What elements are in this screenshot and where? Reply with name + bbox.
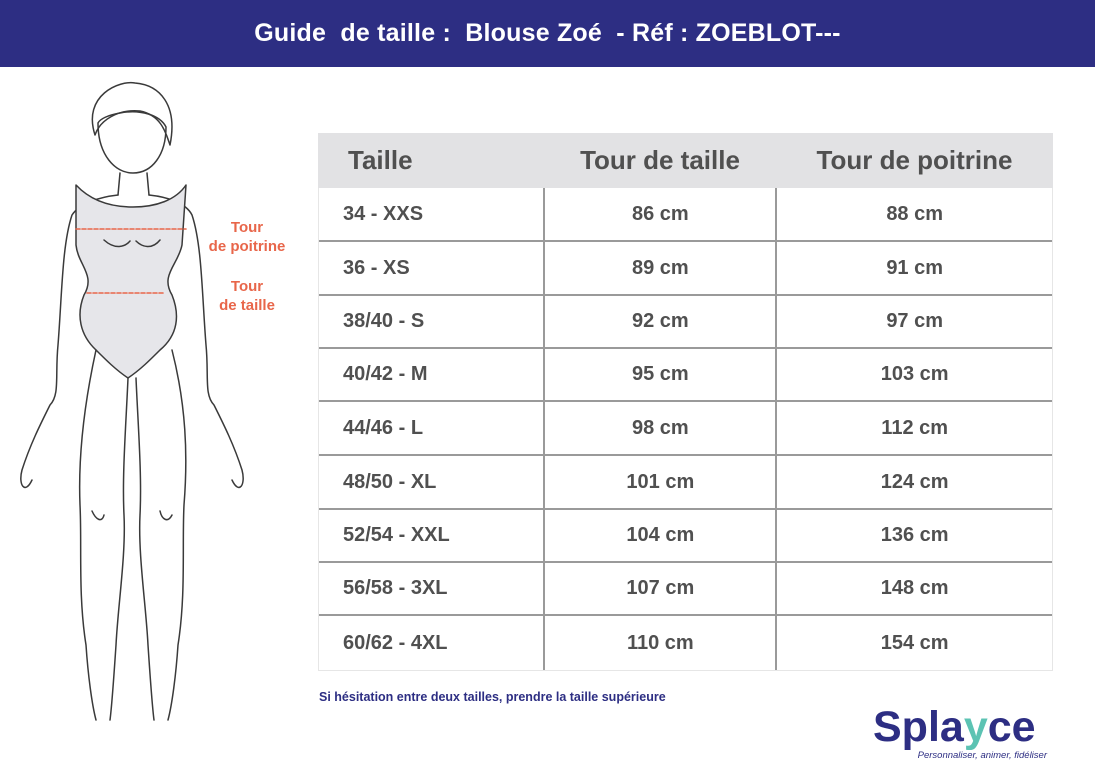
waist-cell: 101 cm — [543, 456, 778, 508]
table-row: 44/46 - L 98 cm 112 cm — [319, 402, 1052, 456]
body-silhouette-illustration — [20, 81, 244, 721]
column-header-waist: Tour de taille — [580, 145, 740, 175]
table-row: 40/42 - M 95 cm 103 cm — [319, 349, 1052, 402]
waist-cell: 98 cm — [543, 402, 778, 454]
size-cell: 40/42 - M — [343, 363, 428, 385]
waist-cell: 110 cm — [543, 616, 778, 670]
size-table: Taille Tour de taille Tour de poitrine 3… — [318, 133, 1053, 671]
table-row: 38/40 - S 92 cm 97 cm — [319, 296, 1052, 349]
table-row: 60/62 - 4XL 110 cm 154 cm — [319, 616, 1052, 670]
column-header-size: Taille — [348, 145, 413, 175]
bust-cell: 97 cm — [886, 310, 944, 332]
table-row: 56/58 - 3XL 107 cm 148 cm — [319, 563, 1052, 616]
waist-cell: 92 cm — [543, 296, 778, 347]
waist-cell: 95 cm — [543, 349, 778, 400]
table-row: 48/50 - XL 101 cm 124 cm — [319, 456, 1052, 510]
table-row: 52/54 - XXL 104 cm 136 cm — [319, 510, 1052, 563]
column-header-bust: Tour de poitrine — [816, 145, 1013, 175]
waist-cell: 104 cm — [543, 510, 778, 561]
bust-measure-label: Tour de poitrine — [208, 219, 286, 255]
size-cell: 52/54 - XXL — [343, 524, 450, 546]
size-advice-note: Si hésitation entre deux tailles, prendr… — [319, 690, 666, 704]
size-cell: 36 - XS — [343, 256, 410, 279]
bust-cell: 154 cm — [880, 631, 949, 654]
waist-measure-label: Tour de taille — [219, 278, 275, 314]
table-row: 36 - XS 89 cm 91 cm — [319, 242, 1052, 296]
bust-cell: 112 cm — [881, 416, 949, 439]
size-cell: 60/62 - 4XL — [343, 631, 448, 654]
bust-cell: 103 cm — [880, 363, 949, 385]
page-title: Guide de taille : Blouse Zoé - Réf : ZOE… — [254, 19, 841, 47]
page-header: Guide de taille : Blouse Zoé - Réf : ZOE… — [0, 0, 1095, 67]
size-cell: 48/50 - XL — [343, 470, 437, 493]
size-cell: 38/40 - S — [343, 310, 425, 332]
size-cell: 34 - XXS — [343, 202, 424, 225]
table-row: 34 - XXS 86 cm 88 cm — [319, 188, 1052, 242]
logo-tagline: Personnaliser, animer, fidéliser — [917, 750, 1047, 761]
bust-cell: 148 cm — [880, 577, 949, 599]
bust-cell: 124 cm — [880, 470, 949, 493]
waist-cell: 107 cm — [543, 563, 778, 614]
logo-wordmark: Splayce — [873, 703, 1036, 751]
waist-cell: 89 cm — [543, 242, 778, 294]
bust-cell: 91 cm — [886, 256, 944, 279]
splayce-logo: Splayce Personnaliser, animer, fidéliser — [873, 703, 1053, 765]
bust-cell: 88 cm — [886, 202, 944, 225]
waist-cell: 86 cm — [543, 188, 778, 240]
bust-cell: 136 cm — [880, 524, 949, 546]
table-header: Taille Tour de taille Tour de poitrine — [318, 133, 1053, 188]
table-body: 34 - XXS 86 cm 88 cm 36 - XS 89 cm 91 cm… — [318, 188, 1053, 671]
size-cell: 44/46 - L — [343, 416, 424, 439]
size-cell: 56/58 - 3XL — [343, 577, 448, 599]
